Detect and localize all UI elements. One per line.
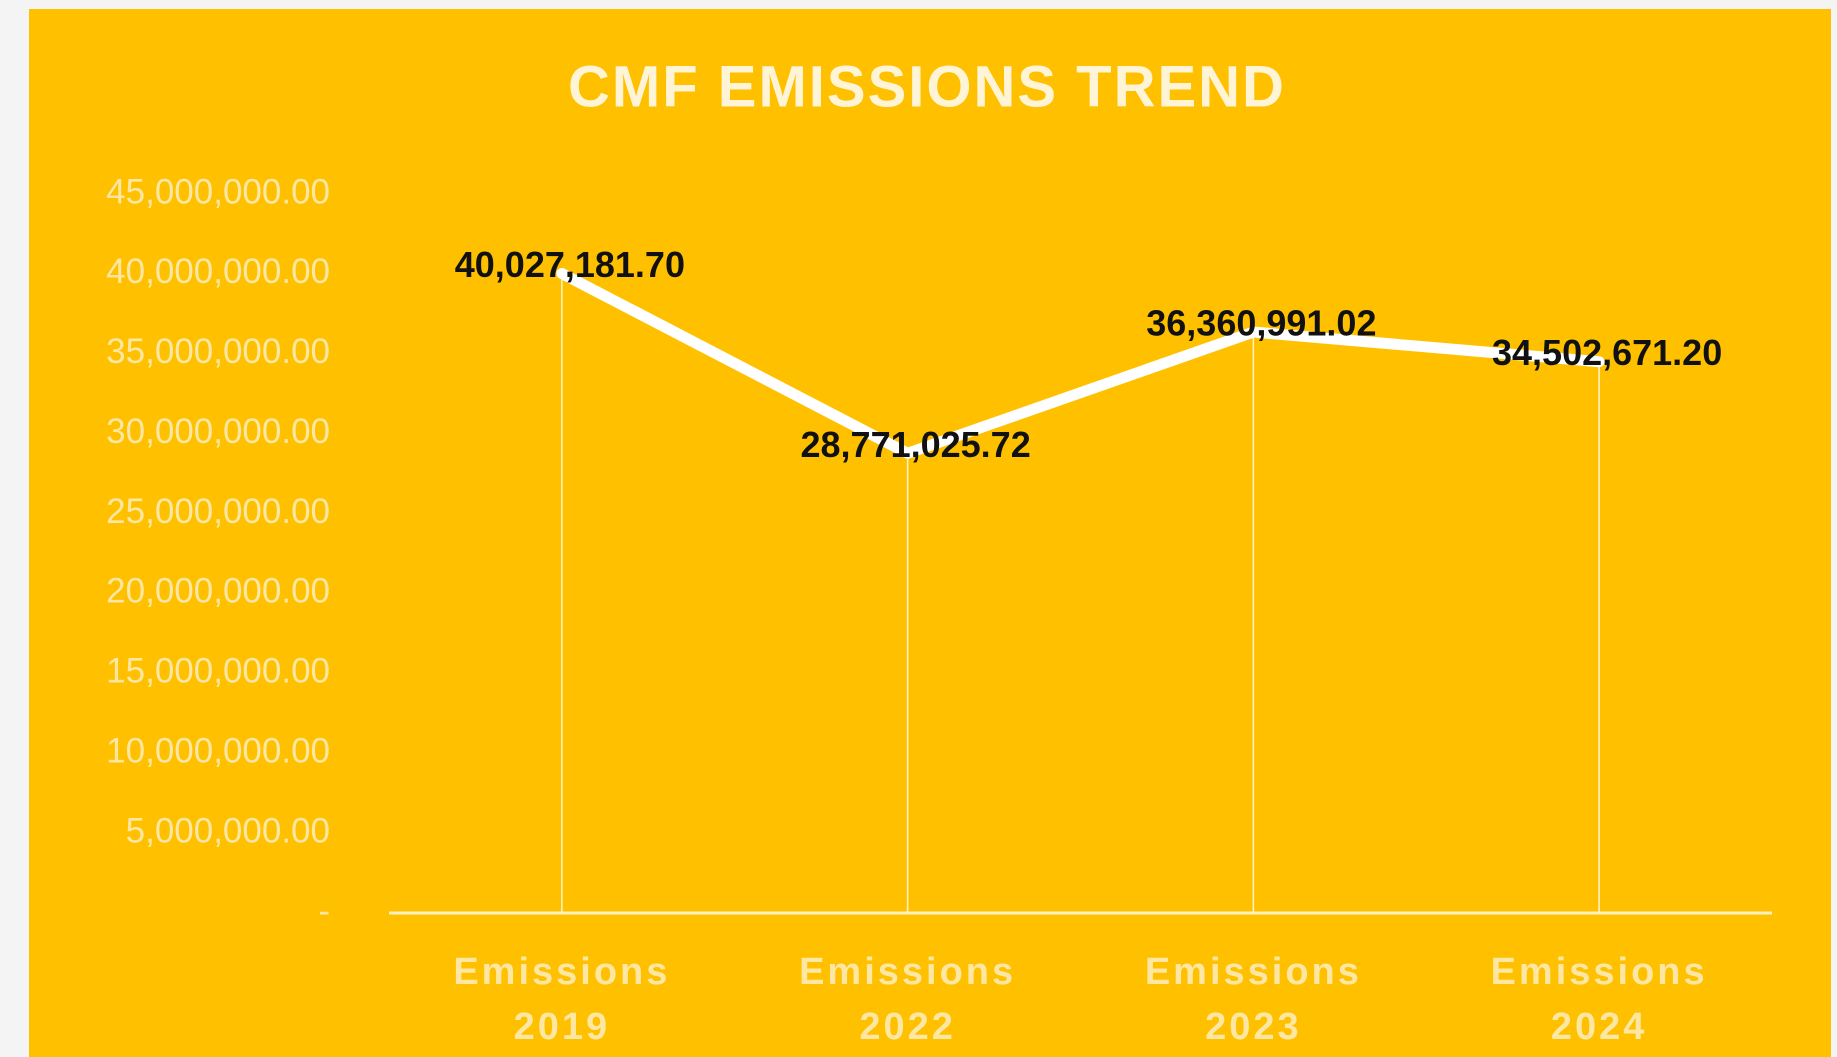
y-tick-label: - (318, 891, 330, 930)
y-tick-label: 20,000,000.00 (106, 572, 330, 611)
chart-panel (29, 9, 1831, 1057)
x-tick-label: Emissions 2024 (1490, 951, 1708, 1048)
y-tick-label: 35,000,000.00 (106, 332, 330, 371)
y-tick-label: 45,000,000.00 (106, 172, 330, 211)
chart-title: CMF EMISSIONS TREND (568, 54, 1286, 119)
series-line (556, 267, 1605, 459)
y-tick-label: 30,000,000.00 (106, 412, 330, 451)
x-tick-label: Emissions 2023 (1144, 951, 1362, 1048)
y-tick-label: 40,000,000.00 (106, 252, 330, 291)
y-tick-label: 25,000,000.00 (106, 492, 330, 531)
y-tick-label: 10,000,000.00 (106, 731, 330, 770)
y-tick-label: 5,000,000.00 (126, 811, 330, 850)
y-tick-label: 15,000,000.00 (106, 652, 330, 691)
data-label: 36,360,991.02 (1146, 303, 1376, 344)
x-tick-label: Emissions 2022 (799, 951, 1017, 1048)
x-tick-label: Emissions 2019 (453, 951, 671, 1048)
data-label: 28,771,025.72 (801, 424, 1031, 465)
data-label: 34,502,671.20 (1492, 332, 1722, 373)
data-label: 40,027,181.70 (455, 244, 685, 285)
